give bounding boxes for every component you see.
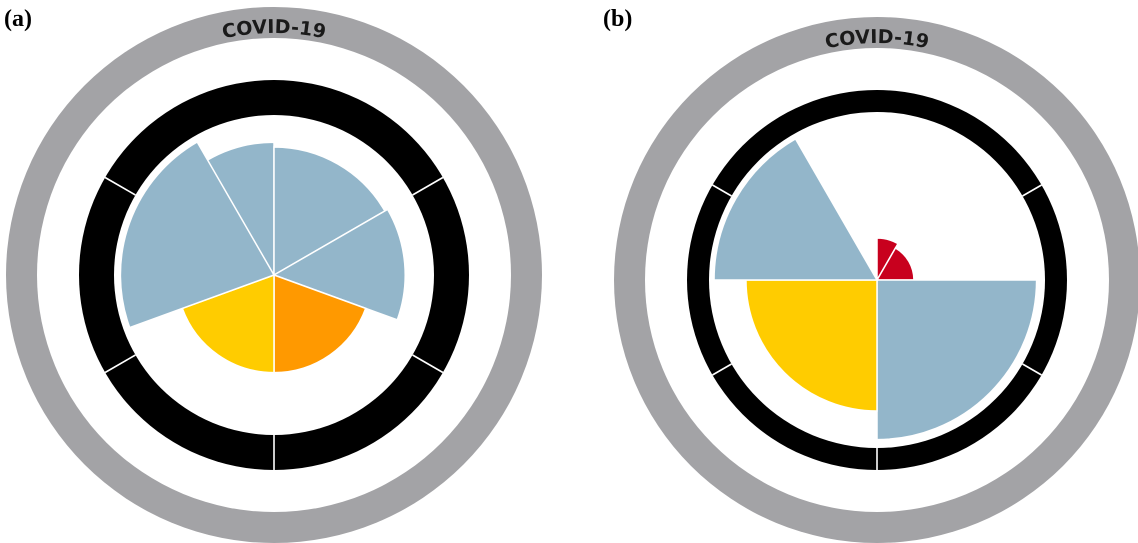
- impact-wedge-3: [273, 273, 367, 374]
- impact-wedge-3: [745, 279, 878, 412]
- impact-wedge-5: [119, 140, 276, 329]
- segment-divider: [412, 176, 444, 196]
- panel-b-label: (b): [603, 6, 633, 32]
- segment-divider: [104, 354, 136, 374]
- impact-wedge-2: [876, 279, 1038, 441]
- segment-divider: [712, 184, 732, 197]
- segment-divider: [1022, 184, 1042, 197]
- segment-divider: [1022, 363, 1042, 376]
- segment-divider: [712, 363, 732, 376]
- segment-divider: [412, 354, 444, 374]
- impact-wedge-1: [273, 146, 386, 277]
- impact-wedge-2: [272, 208, 406, 321]
- segment-divider: [104, 176, 136, 196]
- impact-wedge-4: [713, 137, 879, 281]
- panel-a-label: (a): [4, 6, 32, 32]
- panel-a: Production and ProcessingEconomicInstitu…: [6, 7, 542, 543]
- impact-wedge-4: [181, 273, 275, 374]
- panel-b: Production and ProcessingEconomicInstitu…: [614, 17, 1138, 543]
